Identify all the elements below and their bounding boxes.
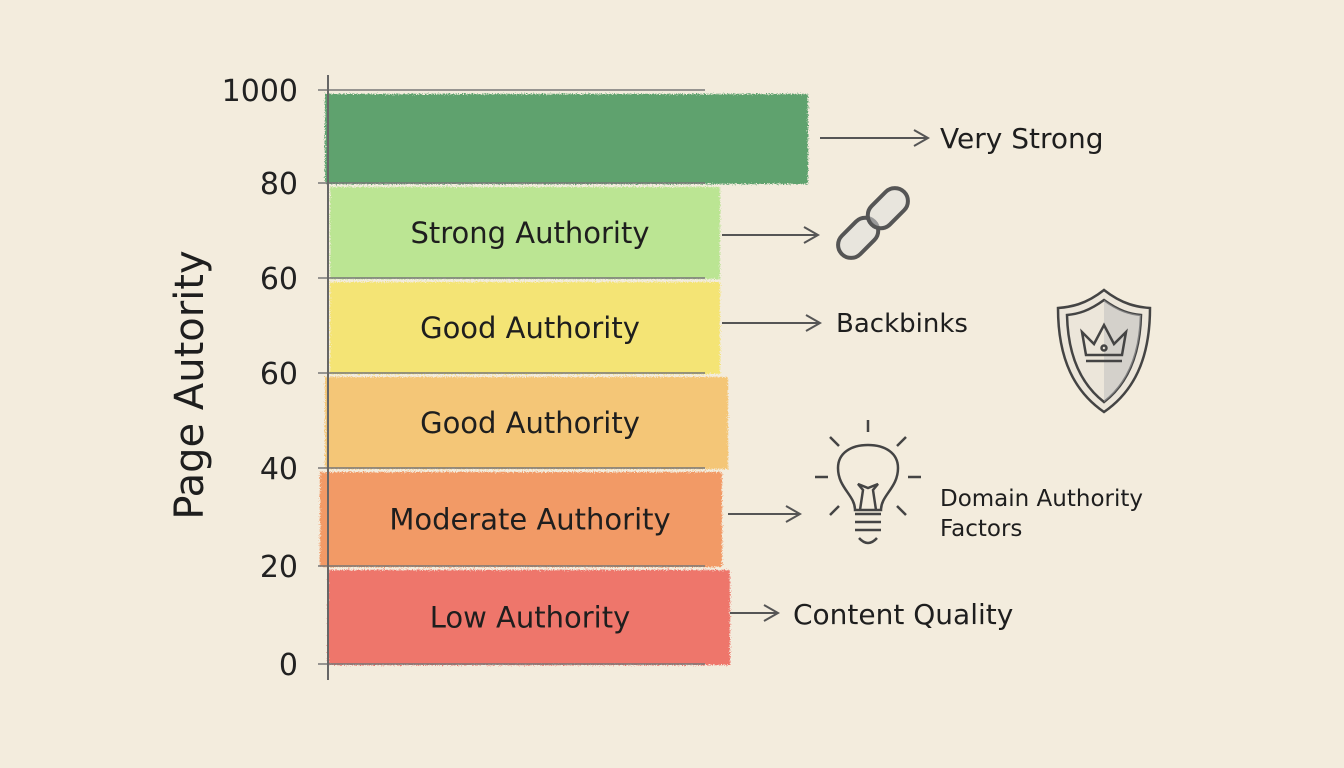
y-tick-label: 1000	[222, 74, 298, 109]
band-label-3: Good Authority	[420, 311, 640, 345]
y-tick-label: 60	[260, 262, 298, 297]
arrow-content	[730, 604, 781, 622]
annotation-backlinks: Backbinks	[836, 309, 968, 339]
band-label-0: Low Authority	[430, 601, 631, 635]
y-tick-label: 60	[260, 357, 298, 392]
band-2	[325, 377, 728, 469]
arrow-very-strong	[820, 129, 931, 147]
tick-labels: 0 20 40 60 60 80 1000	[222, 74, 298, 683]
arrows	[722, 129, 931, 622]
lightbulb-icon	[815, 420, 921, 545]
band-label-2: Good Authority	[420, 406, 640, 440]
y-tick-label: 0	[279, 648, 298, 683]
arrow-link	[722, 226, 821, 244]
arrow-bulb	[728, 505, 803, 523]
band-label-4: Strong Authority	[410, 216, 649, 250]
band-1	[320, 472, 722, 567]
arrow-backlinks	[722, 314, 823, 332]
grid-group	[318, 89, 705, 665]
band-labels: Low Authority Moderate Authority Good Auth…	[389, 216, 670, 635]
band-0	[328, 570, 730, 665]
annotation-content-quality: Content Quality	[793, 598, 1013, 631]
annotation-domain-2: Factors	[940, 516, 1022, 542]
band-4	[330, 187, 720, 279]
band-3	[330, 282, 720, 374]
shield-crown-icon	[1056, 288, 1152, 414]
chain-link-icon	[836, 186, 910, 260]
y-tick-label: 20	[260, 550, 298, 585]
y-tick-label: 80	[260, 167, 298, 202]
y-axis-label: Page Autority	[167, 250, 213, 519]
band-label-1: Moderate Authority	[389, 503, 670, 537]
bands-group	[320, 94, 808, 665]
annotation-domain-1: Domain Authority	[940, 486, 1143, 512]
band-5	[325, 94, 808, 184]
annotation-very-strong: Very Strong	[940, 122, 1104, 155]
y-tick-label: 40	[260, 452, 298, 487]
